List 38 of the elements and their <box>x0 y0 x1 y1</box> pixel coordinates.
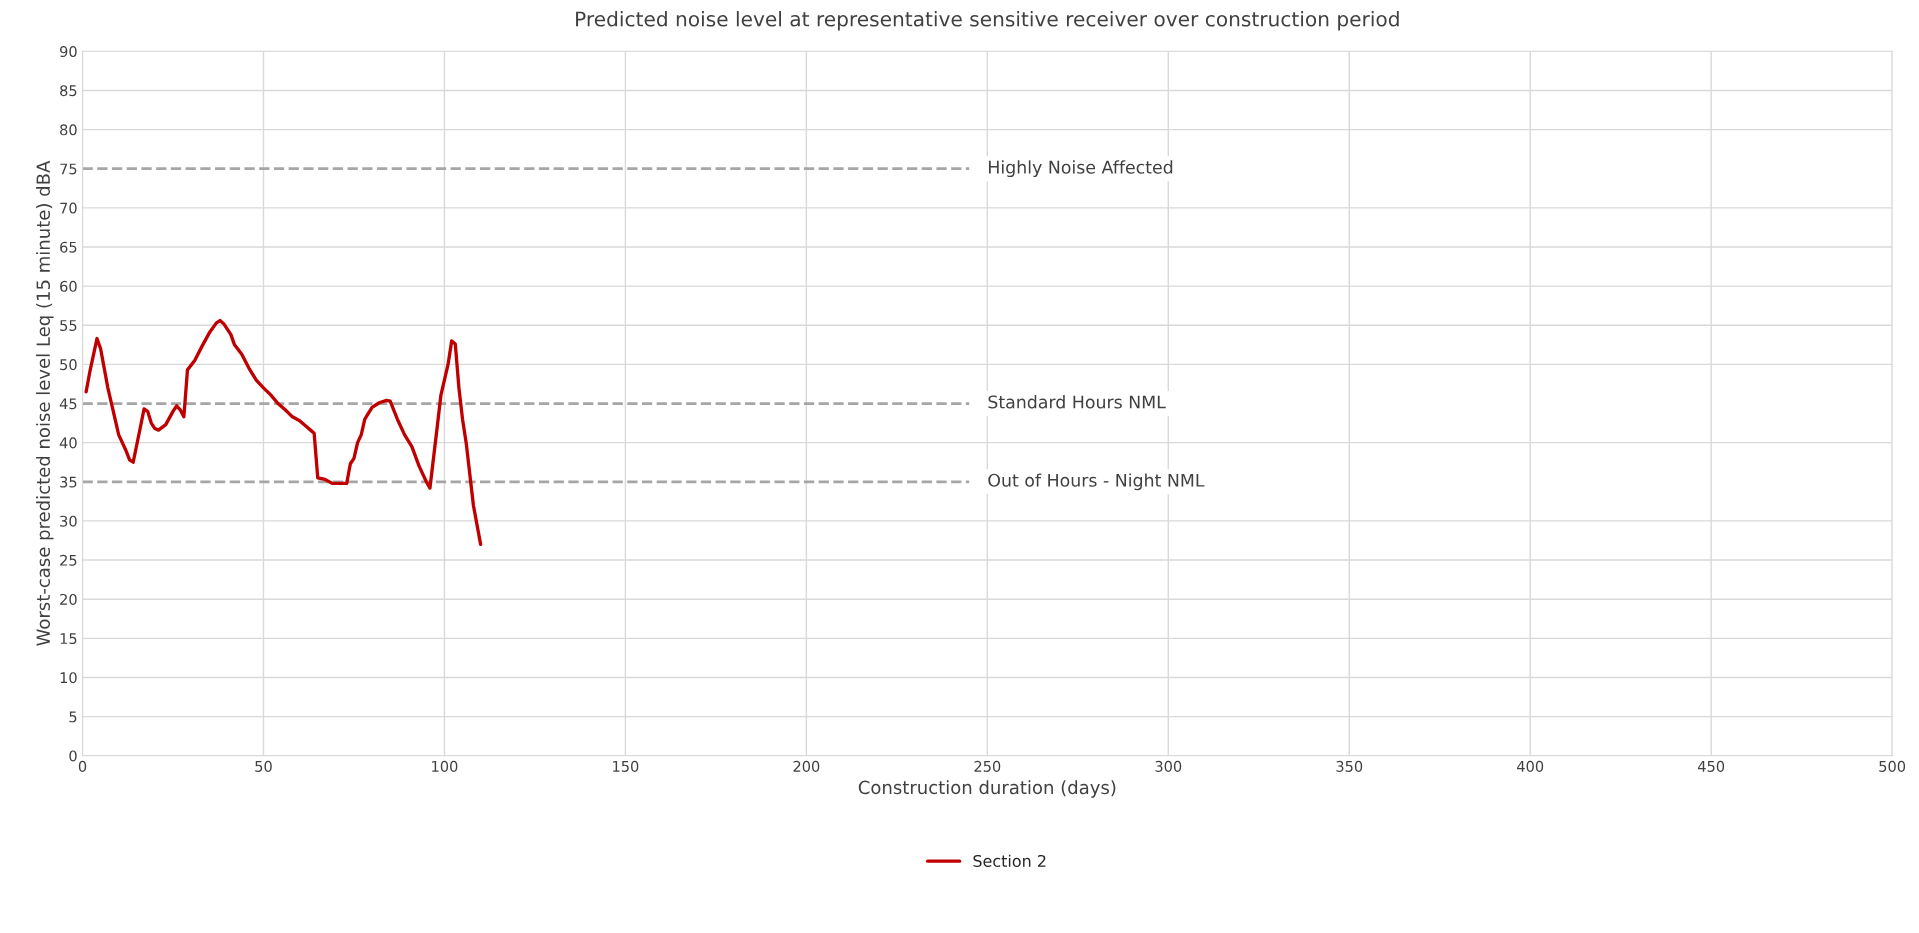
x-tick-label: 250 <box>974 760 1001 772</box>
x-tick-label: 0 <box>78 760 87 772</box>
x-tick-label: 450 <box>1697 760 1725 772</box>
y-tick-label: 60 <box>60 280 77 292</box>
ref-line-label: Out of Hours - Night NML <box>988 473 1205 491</box>
y-axis-title: Worst-case predicted noise level Leq (15 minute) dBA <box>36 160 54 646</box>
y-tick-label: 35 <box>60 476 77 488</box>
y-tick-label: 55 <box>60 320 77 331</box>
x-tick-label: 350 <box>1336 760 1363 772</box>
x-tick-label: 150 <box>613 760 639 772</box>
x-tick-label: 500 <box>1879 760 1906 772</box>
ref-line-label: Highly Noise Affected <box>989 160 1173 178</box>
y-tick-label: 10 <box>60 672 77 684</box>
y-tick-label: 45 <box>59 398 77 410</box>
y-tick-label: 40 <box>59 437 77 449</box>
y-tick-label: 80 <box>60 124 77 136</box>
y-tick-label: 25 <box>60 554 77 566</box>
x-tick-label: 100 <box>432 760 458 772</box>
y-tick-label: 85 <box>60 85 77 97</box>
y-tick-label: 70 <box>60 202 77 214</box>
y-tick-label: 15 <box>60 633 77 645</box>
x-tick-label: 50 <box>255 760 272 772</box>
y-tick-label: 65 <box>60 241 77 253</box>
ref-line-label: Standard Hours NML <box>988 395 1166 409</box>
x-axis-title: Construction duration (days) <box>858 780 1116 798</box>
x-tick-label: 200 <box>793 760 820 772</box>
y-tick-label: 50 <box>60 359 77 371</box>
y-tick-label: 30 <box>60 515 77 527</box>
chart-title: Predicted noise level at representative sensitive receiver over construction period <box>576 11 1399 31</box>
y-tick-label: 5 <box>69 711 77 723</box>
y-tick-label: 20 <box>60 593 77 605</box>
y-tick-label: 0 <box>69 750 77 762</box>
line-series <box>84 318 483 547</box>
legend-label: Section 2 <box>973 854 1046 867</box>
x-tick-label: 400 <box>1517 760 1544 772</box>
y-tick-label: 90 <box>60 46 77 58</box>
y-tick-label: 75 <box>60 163 77 175</box>
x-tick-label: 300 <box>1155 760 1182 772</box>
